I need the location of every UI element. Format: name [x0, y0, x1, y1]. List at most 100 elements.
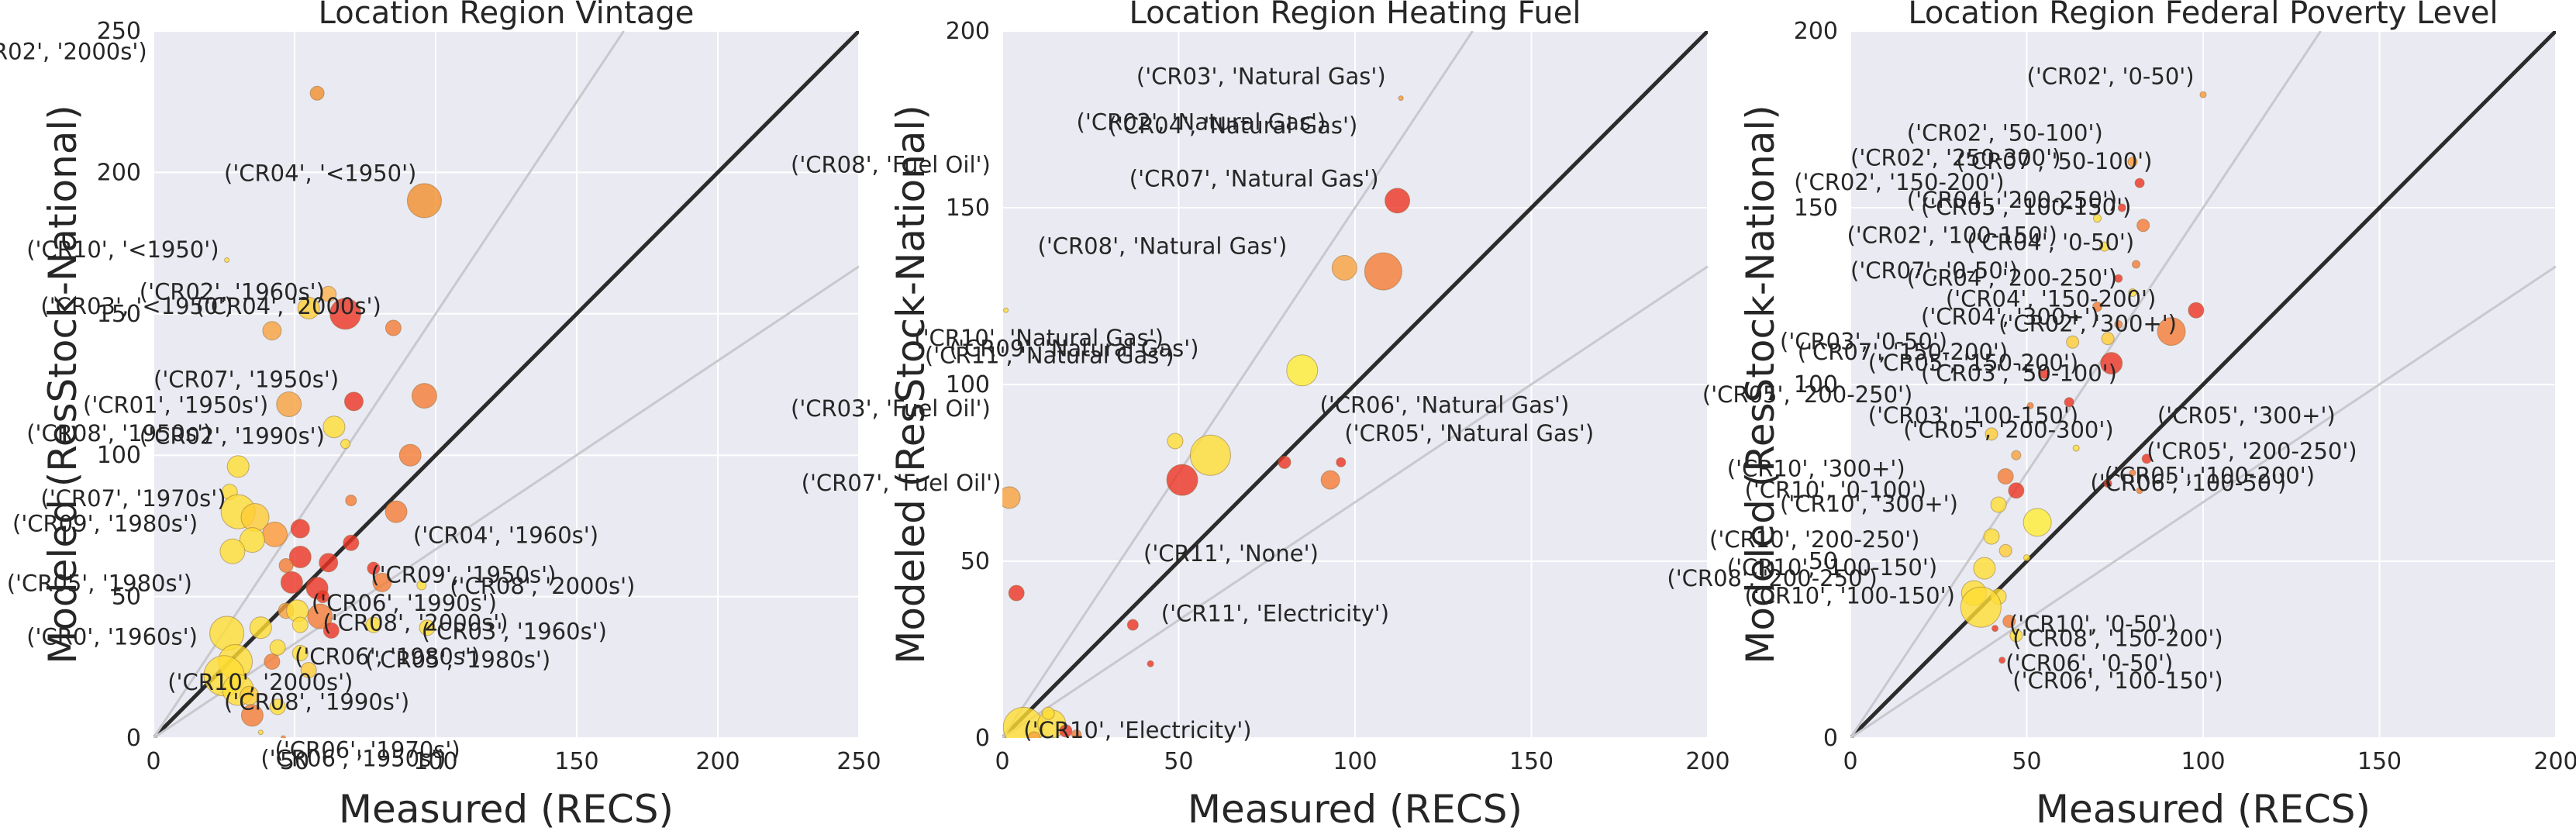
data-point — [365, 616, 382, 633]
points-heating-fuel — [1002, 95, 1411, 738]
point-annotation: ('CR03', '<1950') — [40, 293, 233, 319]
data-point — [1998, 657, 2006, 664]
data-point — [1990, 496, 2007, 513]
point-annotation: ('CR07', '1970s') — [40, 485, 226, 512]
point-annotation: ('CR11', 'None') — [1143, 540, 1319, 567]
identity-line — [153, 31, 859, 738]
point-annotation: ('CR06', '1970s') — [275, 737, 460, 764]
panel-heating-fuel: ('CR03', 'Natural Gas') ('CR07', 'Natural… — [791, 0, 1730, 831]
data-point — [1960, 586, 2002, 628]
data-point — [340, 439, 351, 450]
data-point — [2093, 214, 2102, 223]
point-annotation: ('CR05', '300+') — [2157, 402, 2336, 429]
point-annotation: ('CR04', '200-250') — [1907, 187, 2117, 213]
data-point — [329, 298, 362, 330]
point-annotation: ('CR10', '100-150') — [1745, 583, 1955, 609]
y-tick-label: 100 — [1794, 371, 1838, 398]
point-annotation: ('CR08', '1950s') — [26, 420, 212, 447]
data-point — [1189, 434, 1231, 476]
tolerance-line — [1002, 265, 1708, 738]
y-tick-label: 100 — [946, 371, 990, 398]
x-tick-label: 150 — [554, 748, 598, 775]
data-point — [1991, 625, 1999, 633]
point-annotation: ('CR07', 'Fuel Oil') — [802, 470, 1002, 496]
point-annotation: ('CR08', '200-250') — [1667, 565, 1877, 591]
data-point — [2117, 203, 2126, 212]
data-point — [1147, 660, 1154, 667]
point-annotation: ('CR06', '100-50') — [2090, 470, 2286, 496]
data-point — [419, 619, 436, 636]
point-annotation: ('CR08', '2000s') — [450, 573, 635, 599]
data-point — [398, 443, 422, 467]
tolerance-line — [1850, 31, 2322, 738]
data-point — [278, 557, 294, 573]
x-tick-label: 150 — [1509, 748, 1554, 775]
data-point — [2114, 274, 2123, 283]
point-annotation: ('CR10', '0-50') — [2009, 611, 2177, 637]
data-point — [2009, 629, 2023, 643]
point-annotation: ('CR09', '1980s') — [12, 511, 198, 537]
point-annotation: ('CR02', '2000s') — [0, 38, 147, 64]
xticks-heating-fuel: 0 50 100 150 200 — [995, 748, 1729, 775]
data-point — [224, 257, 230, 263]
panel-federal-poverty-level: ('CR02', '0-50') ('CR02', '50-100') ('CR02… — [1667, 0, 2576, 831]
point-annotation: ('CR04', '200-250') — [1907, 264, 2117, 291]
x-tick-label: 150 — [2357, 748, 2402, 775]
data-point — [2066, 335, 2080, 349]
y-tick-label: 0 — [126, 725, 141, 752]
point-annotation: ('CR07', '50-100') — [1957, 148, 2153, 174]
point-annotation: ('CR0', '1960s') — [26, 624, 198, 650]
point-annotation: ('CR03', '100-150') — [1868, 402, 2078, 429]
point-annotation: ('CR06', '1990s') — [312, 590, 497, 616]
xticks-vintage: 0 50 100 150 200 250 — [146, 748, 881, 775]
point-annotation: ('CR03', '50-100') — [1921, 360, 2117, 386]
data-point — [1336, 457, 1347, 467]
data-point — [343, 391, 364, 412]
data-point — [1027, 731, 1041, 738]
point-annotation: ('CR10', '200-250') — [1709, 526, 1919, 553]
point-annotation: ('CR10', '100-150') — [1727, 554, 1937, 581]
y-tick-label: 50 — [112, 584, 141, 611]
data-point — [1041, 706, 1055, 720]
data-point — [2099, 241, 2110, 252]
x-tick-label: 50 — [280, 748, 309, 775]
data-point — [2023, 553, 2030, 561]
point-annotation: ('CR02', '50-100') — [1907, 119, 2103, 146]
data-point — [1973, 557, 1996, 580]
x-axis-label: Measured (RECS) — [2036, 787, 2371, 831]
reference-lines-heating-fuel — [1002, 31, 1708, 738]
annotations-heating-fuel: ('CR03', 'Natural Gas') ('CR07', 'Natural… — [791, 63, 1594, 743]
data-point — [411, 383, 437, 409]
point-annotation: ('CR09', '1950s') — [371, 561, 556, 588]
data-point — [1331, 255, 1357, 281]
data-point — [300, 661, 317, 678]
y-tick-label: 100 — [97, 442, 141, 469]
y-tick-label: 200 — [1794, 18, 1838, 45]
point-annotation: ('CR04', '<1950') — [224, 160, 416, 186]
chart-title: Location Region Heating Fuel — [1129, 0, 1581, 31]
data-point — [1002, 486, 1021, 509]
point-annotation: ('CR05', '200-250') — [2147, 438, 2357, 464]
point-annotation: ('CR04', '0-50') — [1967, 229, 2134, 256]
xticks-federal-poverty-level: 0 50 100 150 200 — [1843, 748, 2576, 775]
point-annotation: ('CR02', '300+') — [1998, 311, 2177, 337]
data-point — [1320, 470, 1340, 490]
data-point — [280, 571, 303, 594]
data-point — [2128, 288, 2137, 297]
data-point — [2199, 91, 2207, 98]
point-annotation: ('CR04', '300+') — [1921, 303, 2099, 329]
data-point — [291, 616, 309, 633]
point-annotation: ('CR02', '0-50') — [2027, 63, 2195, 89]
data-point — [2011, 450, 2022, 460]
data-point — [1008, 584, 1025, 602]
point-annotation: ('CR03', 'Fuel Oil') — [791, 395, 991, 422]
data-point — [2157, 317, 2186, 347]
x-tick-label: 100 — [2181, 748, 2225, 775]
point-annotation: ('CR10', '2000s') — [167, 669, 353, 695]
x-tick-label: 200 — [695, 748, 740, 775]
point-annotation: ('CR06', '0-50') — [2005, 650, 2173, 676]
y-axis-label: Modeled (ResStock-National) — [1738, 105, 1783, 664]
data-point — [345, 495, 357, 507]
point-annotation: ('CR05', '200-250') — [1702, 381, 1912, 408]
data-point — [264, 653, 281, 671]
